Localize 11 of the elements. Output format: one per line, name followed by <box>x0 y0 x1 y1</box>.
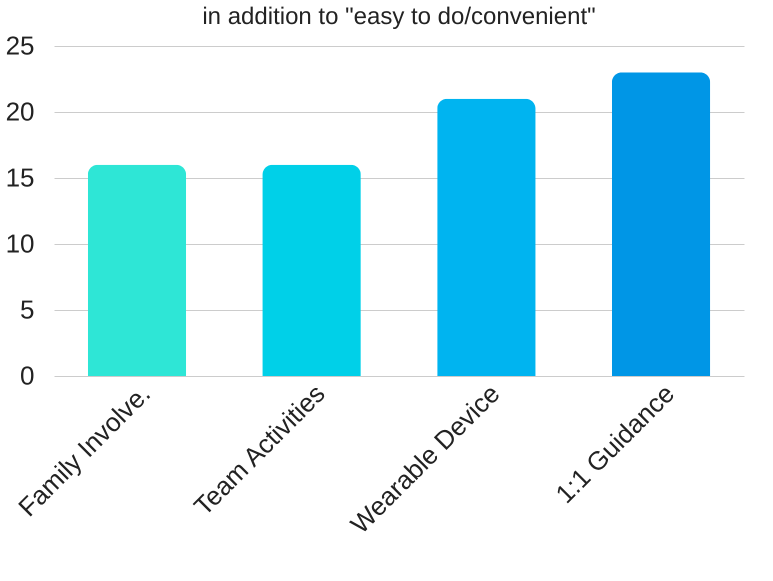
y-tick-label: 25 <box>6 30 34 60</box>
bar <box>437 98 536 376</box>
y-tick-label: 15 <box>6 162 34 192</box>
chart-title: in addition to "easy to do/convenient" <box>202 3 596 30</box>
y-tick-label: 20 <box>6 96 34 126</box>
y-tick-label: 10 <box>6 228 34 258</box>
bar <box>88 164 186 376</box>
y-tick-label: 5 <box>20 294 34 324</box>
bar <box>262 164 361 376</box>
bar <box>612 72 710 376</box>
y-tick-label: 0 <box>20 360 34 390</box>
